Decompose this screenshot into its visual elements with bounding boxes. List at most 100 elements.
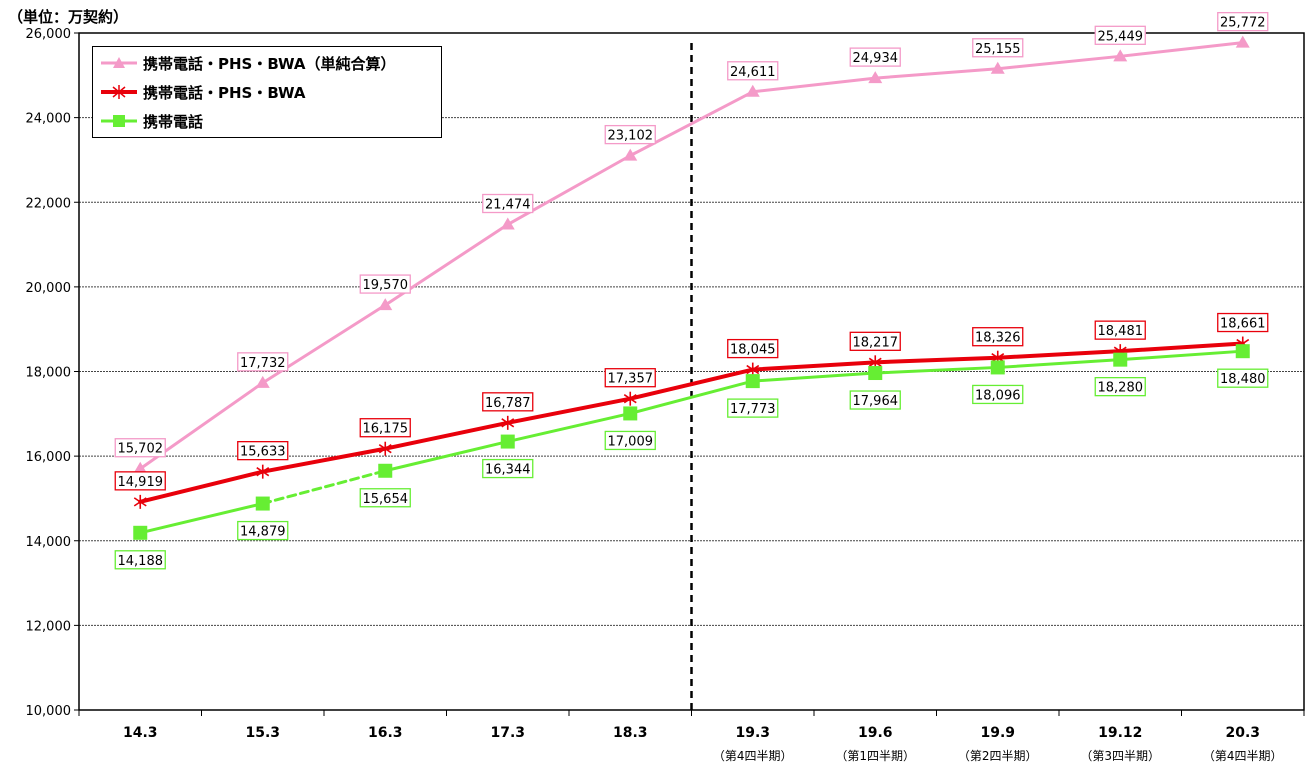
data-label-box xyxy=(237,352,289,372)
data-label-box xyxy=(727,61,779,81)
x-tick-label: 19.6 xyxy=(858,725,893,741)
data-point-asterisk xyxy=(133,494,147,509)
data-point-asterisk xyxy=(256,464,270,479)
data-label-box xyxy=(237,441,289,461)
data-point-square xyxy=(1235,344,1250,359)
data-label: 18,480 xyxy=(1220,372,1266,387)
series-line-segment xyxy=(261,469,387,506)
data-label-box xyxy=(237,520,289,541)
series-line-segment xyxy=(138,502,265,535)
series-line-segment xyxy=(873,365,1000,375)
data-label-box xyxy=(1094,25,1146,45)
x-tick-label: 20.3 xyxy=(1225,725,1260,741)
data-label-box xyxy=(972,327,1024,347)
data-point-square xyxy=(378,463,393,478)
data-label-box xyxy=(972,384,1024,405)
data-label-box xyxy=(604,124,656,145)
series-line-segment xyxy=(628,379,755,415)
data-point-square xyxy=(255,496,270,511)
data-label: 18,661 xyxy=(1220,317,1266,332)
data-label: 17,964 xyxy=(853,394,899,409)
data-point-triangle xyxy=(745,84,760,97)
data-label: 18,217 xyxy=(853,335,899,350)
series-line-segment xyxy=(628,367,755,401)
x-tick-label: 18.3 xyxy=(613,725,648,741)
data-point-triangle xyxy=(623,148,638,161)
series-line-segment xyxy=(996,358,1122,369)
x-tick-label: 16.3 xyxy=(368,725,403,741)
x-sub-label: （第3四半期） xyxy=(1080,749,1160,763)
x-tick-label: 19.9 xyxy=(980,725,1015,741)
data-point-square xyxy=(500,434,515,449)
legend-triangle-marker-icon xyxy=(101,57,137,68)
data-label: 25,155 xyxy=(975,42,1021,57)
data-label-box xyxy=(359,418,411,438)
data-label: 25,772 xyxy=(1220,16,1266,31)
data-label: 14,879 xyxy=(240,525,286,540)
y-tick-label: 14,000 xyxy=(26,535,72,550)
data-label: 18,326 xyxy=(975,331,1021,346)
data-label: 18,096 xyxy=(975,388,1021,403)
data-label-box xyxy=(1217,368,1269,388)
series-line-segment xyxy=(1118,41,1245,58)
data-point-asterisk xyxy=(501,415,515,430)
legend-item-mobile-phs-bwa: 携帯電話・PHS・BWA xyxy=(99,79,305,105)
data-point-triangle xyxy=(133,461,148,474)
data-label-box xyxy=(727,338,779,359)
data-point-triangle xyxy=(500,217,515,230)
data-label: 21,474 xyxy=(485,198,531,213)
x-tick-label: 15.3 xyxy=(245,725,280,741)
data-point-square xyxy=(1113,352,1128,367)
data-label: 16,175 xyxy=(363,422,409,437)
data-point-square xyxy=(868,366,883,381)
data-label: 15,654 xyxy=(363,492,409,507)
data-label-box xyxy=(604,368,656,388)
legend-label-mobile: 携帯電話 xyxy=(143,112,204,131)
series-line-segment xyxy=(138,469,265,504)
data-label-box xyxy=(849,390,901,410)
data-label: 14,919 xyxy=(118,475,164,490)
data-label-box xyxy=(1094,377,1146,397)
data-label: 25,449 xyxy=(1098,29,1144,44)
data-point-triangle xyxy=(1235,35,1250,48)
series-line-segment xyxy=(995,349,1123,360)
series-line-segment xyxy=(873,355,1000,365)
data-label: 17,732 xyxy=(240,356,286,371)
data-label-box xyxy=(604,430,656,451)
data-point-triangle xyxy=(378,298,393,311)
data-label: 16,787 xyxy=(485,396,531,411)
data-label: 18,481 xyxy=(1098,324,1144,339)
data-label-box xyxy=(114,438,166,458)
data-label-box xyxy=(972,38,1024,58)
legend: 携帯電話・PHS・BWA（単純合算） 携帯電話・PHS・BWA 携帯電話 xyxy=(92,46,442,138)
data-point-square xyxy=(990,360,1005,375)
data-label-box xyxy=(359,488,411,508)
data-label-box xyxy=(1094,320,1146,340)
data-label: 18,045 xyxy=(730,343,776,358)
data-point-square xyxy=(133,525,148,540)
legend-label-total: 携帯電話・PHS・BWA（単純合算） xyxy=(143,54,396,73)
series-line-segment xyxy=(383,440,510,473)
data-label: 17,357 xyxy=(608,372,654,387)
unit-label: （単位：万契約） xyxy=(8,8,129,26)
y-tick-label: 10,000 xyxy=(26,704,72,719)
data-point-triangle xyxy=(1113,49,1128,62)
data-label-box xyxy=(482,193,534,214)
series-line-segment xyxy=(996,54,1122,71)
x-tick-label: 14.3 xyxy=(123,725,158,741)
data-point-triangle xyxy=(868,71,883,84)
data-point-triangle xyxy=(255,375,270,388)
series-line-segment xyxy=(260,446,388,474)
series-line-segment xyxy=(383,420,510,451)
data-label: 15,702 xyxy=(118,442,164,457)
data-label-box xyxy=(1217,11,1269,32)
data-label-box xyxy=(849,47,901,67)
series-line-segment xyxy=(873,67,1000,80)
data-label-box xyxy=(359,274,411,294)
series-line-segment xyxy=(751,76,877,94)
series-line-segment xyxy=(628,90,755,158)
y-tick-label: 24,000 xyxy=(26,112,72,127)
y-tick-label: 16,000 xyxy=(26,450,72,465)
data-label: 19,570 xyxy=(363,278,409,293)
